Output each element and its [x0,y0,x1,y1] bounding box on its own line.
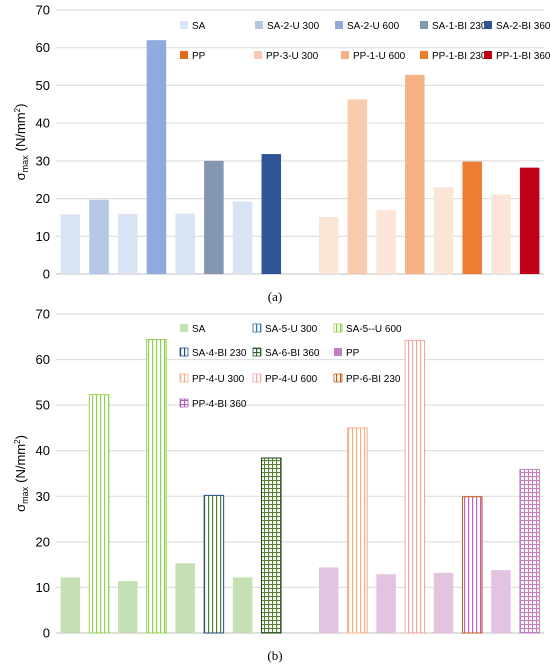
y-tick-label: 40 [36,443,50,458]
legend-label: PP-4-BI 360 [192,399,247,410]
bar-pp [433,187,454,274]
y-tick-label: 50 [36,398,50,413]
legend-swatch [333,373,343,383]
bar-pp [376,210,396,274]
y-tick-label: 70 [36,307,50,322]
legend-label: SA-4-BI 230 [192,348,247,359]
legend-swatch [334,348,342,356]
y-tick-label: 0 [43,626,50,641]
legend-swatch [484,21,492,29]
legend-label: SA-6-BI 360 [265,348,320,359]
bar-pp-4-u-600 [404,339,426,634]
panel-a-chart: 0 10 20 30 40 50 60 70 σmax(N/mm2) SA SA-2-U 300 SA… [13,3,550,305]
panel-label: (a) [268,289,282,304]
legend-swatch [252,373,262,383]
bar-pp-1-bi-360 [519,167,540,274]
bar-sa [232,577,253,633]
legend-label: PP-4-U 300 [192,374,245,385]
y-tick-label: 20 [36,191,50,206]
y-tick-label: 30 [36,489,50,504]
bar-sa [175,213,195,274]
bar-sa-1-bi-230 [204,160,224,274]
legend-label: SA-5-U 300 [265,324,318,335]
bar-pp [318,567,339,633]
bar-sa-2-u-300 [89,199,109,274]
legend-swatch [420,51,428,59]
legend-label: PP-4-U 600 [265,374,318,385]
legend-swatch [179,373,189,383]
y-tick-label: 70 [36,3,50,18]
y-tick-label: 0 [43,267,50,282]
legend-label: PP [346,348,360,359]
legend-label: SA [192,324,206,335]
legend-label: PP-1-BI 360 [496,51,550,62]
legend-swatch [255,21,263,29]
legend-label: SA-5--U 600 [346,324,402,335]
legend-swatch [420,21,428,29]
legend-swatch [179,347,189,357]
legend-swatch [180,51,188,59]
bar-sa-5-u-300 [88,394,110,634]
legend-label: SA-2-BI 360 [496,21,550,32]
y-tick-label: 10 [36,580,50,595]
bar-sa [232,201,253,274]
y-tick-label: 60 [36,352,50,367]
legend-label: PP-3-U 300 [266,51,319,62]
legend-label: PP [192,51,206,62]
bar-sa [60,214,81,274]
legend-swatch [335,21,343,29]
bar-pp [376,574,396,633]
legend-swatch [180,21,188,29]
panel-label: (b) [267,648,282,663]
bar-pp-3-u-300 [347,99,368,274]
bar-sa-6-bi-360 [261,457,282,634]
legend-swatch [484,51,492,59]
bar-pp [491,570,511,633]
legend-swatch [333,323,343,333]
bar-pp-1-u-600 [405,74,425,275]
y-axis-label: σmax(N/mm2) [13,104,30,181]
bar-sa [175,563,195,633]
panel-b-chart: 0 10 20 30 40 50 60 70 σmax(N/mm2) SA SA-5-U 300 SA… [13,307,544,663]
y-tick-label: 60 [36,40,50,55]
bar-pp-6-bi-230 [461,496,483,634]
bar-sa [60,577,81,633]
legend-swatch [180,324,188,332]
legend-swatch [252,347,262,357]
legend-label: SA [192,21,206,32]
legend-swatch [254,51,262,59]
bar-sa-5-u-600 [146,339,167,634]
bar-pp-4-bi-360 [519,468,540,634]
bar-pp-1-bi-230 [462,161,482,274]
bar-sa-4-bi-230 [203,494,225,634]
legend-swatch [179,398,189,408]
legend-label: SA-1-BI 230 [432,21,487,32]
y-tick-label: 20 [36,534,50,549]
bar-pp-4-u-300 [347,427,368,634]
y-tick-label: 30 [36,153,50,168]
y-tick-label: 40 [36,116,50,131]
y-tick-label: 10 [36,229,50,244]
legend-label: SA-2-U 600 [347,21,400,32]
bar-sa [118,581,138,633]
bar-pp [318,217,339,274]
legend-swatch [252,323,262,333]
bar-sa-2-bi-360 [261,154,282,274]
bar-sa-2-u-600 [146,40,167,274]
legend-label: SA-2-U 300 [267,21,320,32]
legend-swatch [341,51,349,59]
legend-label: PP-1-BI 230 [432,51,487,62]
bar-pp [491,194,511,274]
bar-sa [118,214,138,274]
bar-pp [433,572,454,633]
legend-label: PP-1-U 600 [353,51,406,62]
y-tick-label: 50 [36,78,50,93]
y-axis-label: σmax(N/mm2) [13,435,30,512]
legend-label: PP-6-BI 230 [346,374,401,385]
